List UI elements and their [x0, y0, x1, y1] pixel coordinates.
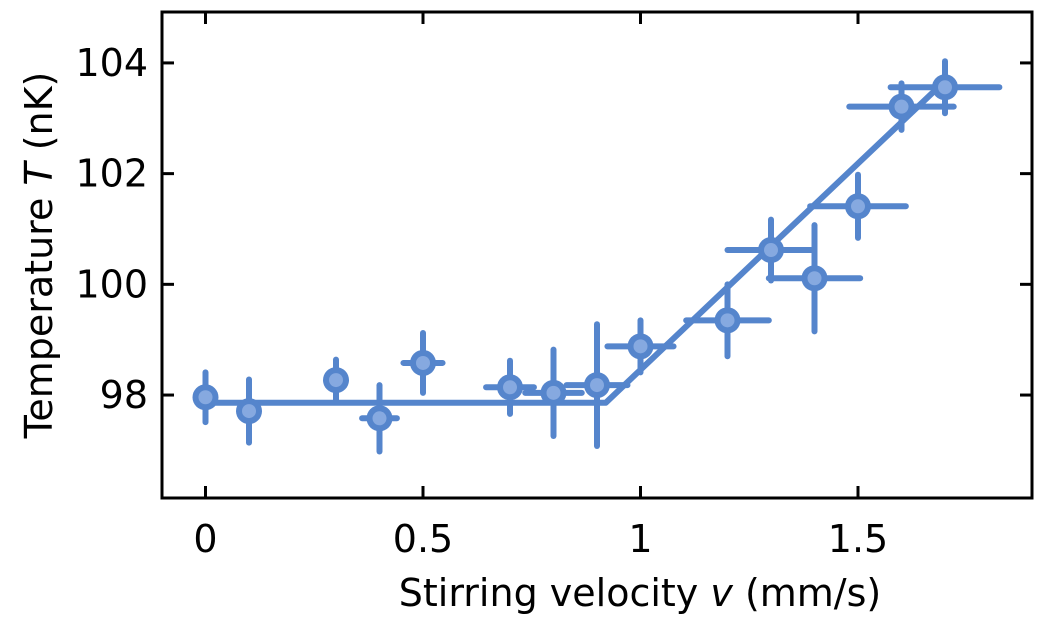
data-point: [359, 382, 400, 455]
data-point: [563, 321, 631, 449]
data-point: [483, 357, 537, 417]
marker-inner: [198, 390, 213, 405]
data-point: [846, 80, 957, 133]
x-tick-label: 1.5: [828, 517, 888, 561]
marker-inner: [633, 339, 648, 354]
data-point: [400, 330, 446, 396]
y-tick-label: 102: [75, 152, 148, 196]
data-point: [236, 376, 262, 446]
marker-inner: [894, 99, 909, 114]
data-point: [683, 281, 772, 360]
x-axis-label: Stirring velocity v (mm/s): [399, 571, 881, 615]
marker-inner: [720, 313, 735, 328]
fit-line-group: [205, 82, 943, 406]
y-axis-label-prefix: Temperature: [17, 186, 61, 440]
axis-ticks: [162, 12, 1032, 498]
marker-inner: [329, 373, 343, 388]
data-point: [807, 171, 909, 241]
marker-inner: [372, 411, 387, 426]
x-tick-label: 0.5: [393, 517, 453, 561]
data-points: [192, 58, 1003, 455]
y-tick-label: 100: [75, 262, 148, 306]
marker-inner: [546, 385, 561, 400]
x-axis-label-prefix: Stirring velocity: [399, 571, 711, 615]
marker-inner: [503, 380, 517, 395]
x-axis-label-suffix: (mm/s): [733, 571, 881, 615]
y-tick-label: 98: [100, 373, 148, 417]
data-point: [323, 356, 349, 404]
marker-inner: [416, 355, 430, 370]
marker-inner: [590, 378, 604, 393]
y-axis-label: Temperature T (nK): [17, 72, 61, 440]
y-axis-label-suffix: (nK): [17, 72, 61, 163]
x-tick-label: 1: [628, 517, 652, 561]
y-tick-label: 104: [75, 41, 148, 85]
marker-inner: [851, 199, 865, 214]
plot-frame: [160, 10, 1034, 500]
marker-inner: [807, 271, 822, 286]
data-point: [765, 222, 864, 335]
data-point: [192, 369, 219, 426]
data-point: [724, 216, 818, 284]
x-tick-label: 0: [193, 517, 217, 561]
fit-line: [205, 82, 943, 406]
data-point: [522, 346, 585, 440]
y-tick-labels: 98 100 102 104: [75, 41, 148, 417]
x-tick-labels: 0 0.5 1 1.5: [193, 517, 888, 561]
marker-inner: [938, 80, 952, 95]
x-axis-label-var: v: [710, 571, 733, 615]
data-point: [887, 58, 1003, 117]
y-axis-label-var: T: [17, 160, 61, 186]
data-point: [604, 317, 677, 376]
marker-inner: [242, 404, 256, 419]
marker-inner: [764, 243, 778, 258]
